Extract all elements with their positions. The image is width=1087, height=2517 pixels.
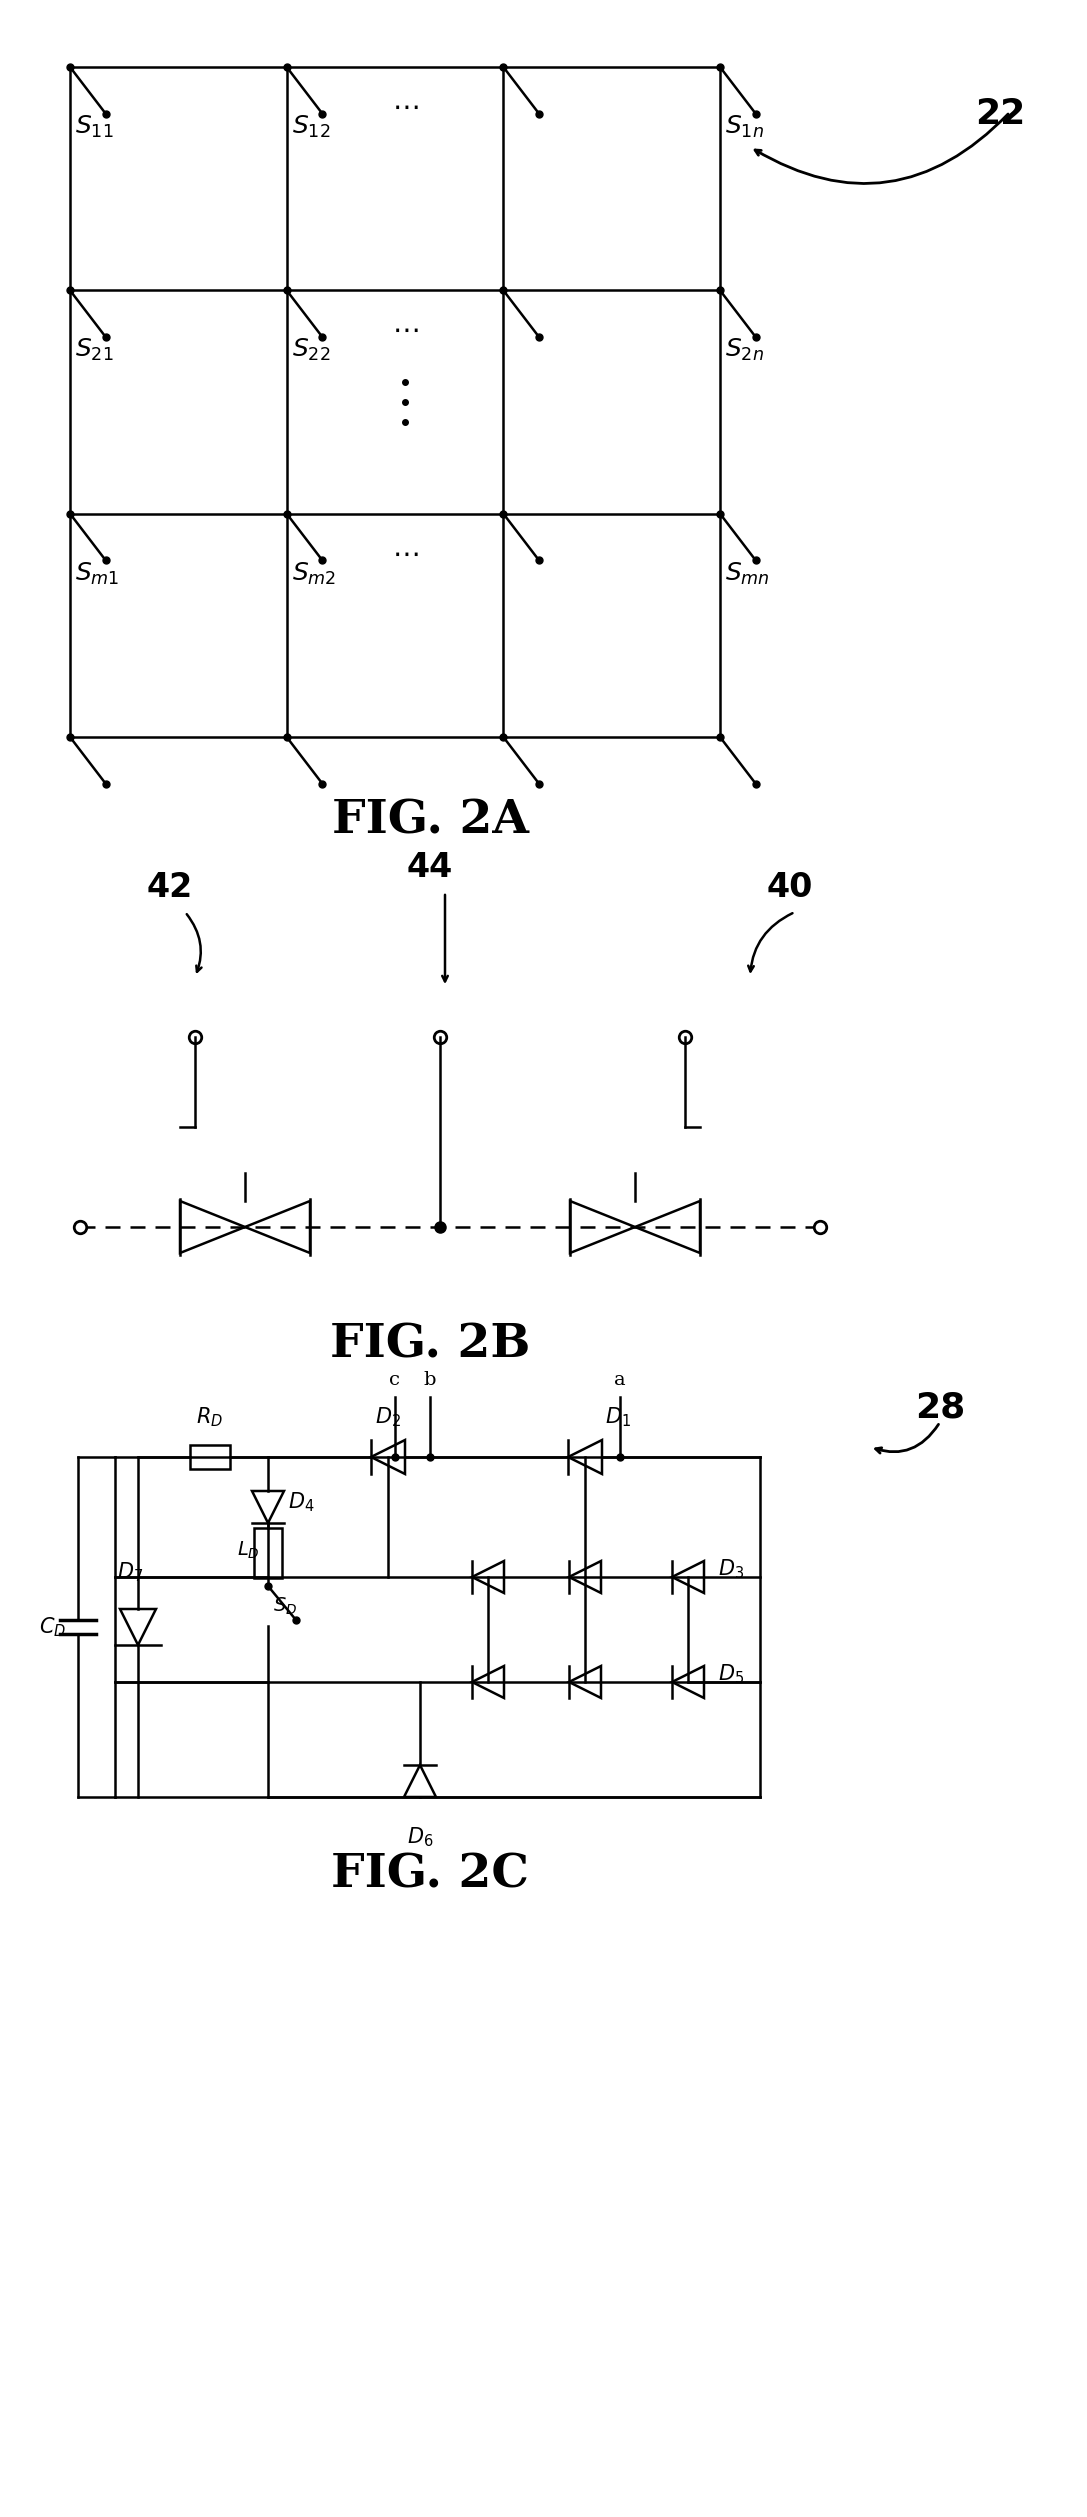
Text: $S_{11}$: $S_{11}$ <box>75 113 113 141</box>
Text: 40: 40 <box>766 871 813 904</box>
Text: $D_1$: $D_1$ <box>605 1404 630 1430</box>
Text: $\cdots$: $\cdots$ <box>391 539 418 569</box>
Text: $D_4$: $D_4$ <box>288 1490 314 1513</box>
Text: $R_D$: $R_D$ <box>197 1404 224 1430</box>
Text: $D_5$: $D_5$ <box>719 1661 745 1686</box>
Text: $D_7$: $D_7$ <box>117 1561 143 1583</box>
Text: $S_{21}$: $S_{21}$ <box>75 337 113 362</box>
Text: b: b <box>424 1372 436 1389</box>
Text: 28: 28 <box>915 1389 965 1425</box>
Text: 44: 44 <box>407 851 453 883</box>
Text: $S_{m2}$: $S_{m2}$ <box>291 561 336 586</box>
Text: $\cdots$: $\cdots$ <box>391 317 418 345</box>
Text: FIG. 2A: FIG. 2A <box>332 798 528 843</box>
Text: FIG. 2B: FIG. 2B <box>329 1321 530 1369</box>
Text: 42: 42 <box>147 871 193 904</box>
Text: FIG. 2C: FIG. 2C <box>332 1853 529 1898</box>
Text: $D_3$: $D_3$ <box>719 1558 745 1581</box>
Text: $D_2$: $D_2$ <box>375 1404 401 1430</box>
Text: $S_{22}$: $S_{22}$ <box>291 337 330 362</box>
Text: $S_{m1}$: $S_{m1}$ <box>75 561 120 586</box>
Text: $S_{1n}$: $S_{1n}$ <box>725 113 764 141</box>
Text: $L_D$: $L_D$ <box>237 1540 260 1561</box>
Text: $\cdots$: $\cdots$ <box>391 93 418 121</box>
Text: $D_6$: $D_6$ <box>407 1825 434 1847</box>
Text: a: a <box>614 1372 626 1389</box>
Text: $S_D$: $S_D$ <box>273 1596 297 1616</box>
Text: $S_{2n}$: $S_{2n}$ <box>725 337 764 362</box>
Text: $C_D$: $C_D$ <box>39 1616 66 1639</box>
Text: $S_{12}$: $S_{12}$ <box>291 113 330 141</box>
Text: 22: 22 <box>975 98 1025 131</box>
Text: c: c <box>389 1372 400 1389</box>
Text: $S_{mn}$: $S_{mn}$ <box>725 561 770 586</box>
